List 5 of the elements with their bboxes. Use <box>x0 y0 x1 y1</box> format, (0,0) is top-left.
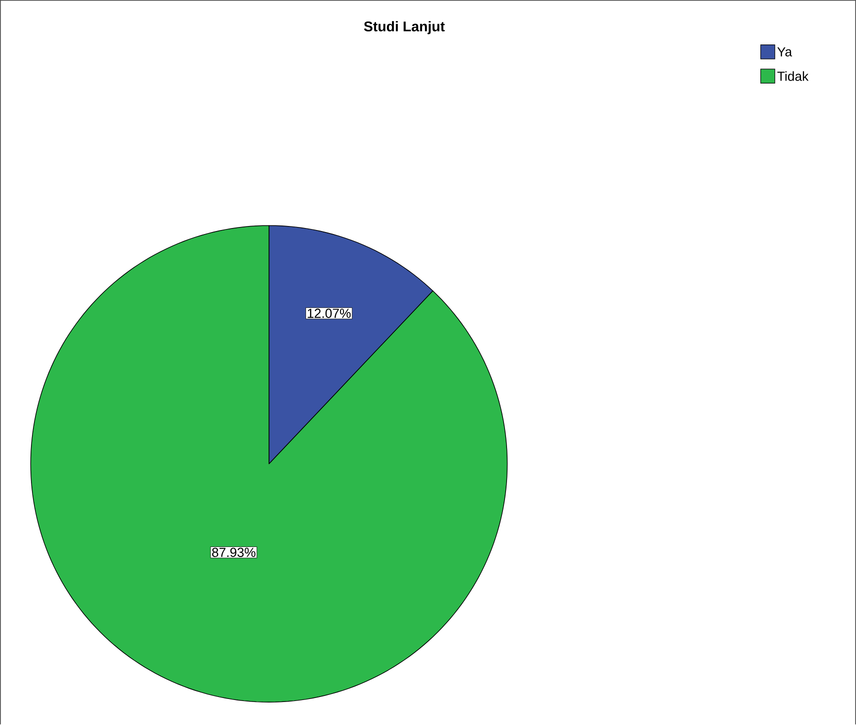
chart-title: Studi Lanjut <box>364 21 445 34</box>
legend-label: Ya <box>777 47 792 57</box>
legend-label: Tidak <box>777 71 809 82</box>
data-label: 12.07% <box>308 308 351 318</box>
data-label: 87.93% <box>212 548 256 558</box>
